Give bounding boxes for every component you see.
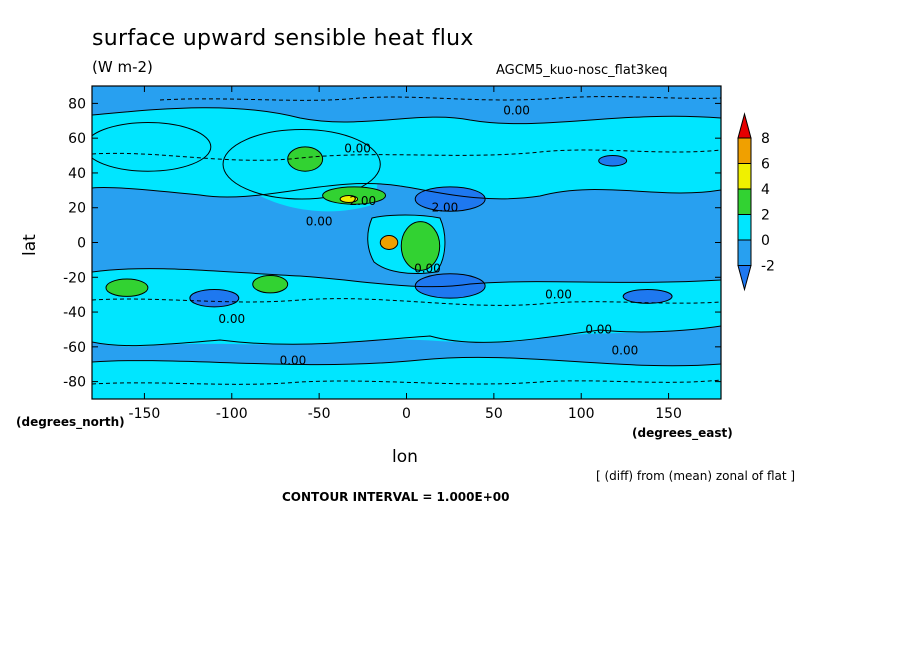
- y-tick-label-7: 60: [68, 131, 86, 147]
- x-tick-label-6: 150: [655, 406, 682, 422]
- colorbar-segment-4: [737, 137, 752, 164]
- y-tick-label-0: -80: [63, 375, 86, 391]
- y-tick-label-2: -40: [63, 305, 86, 321]
- region-13: [598, 155, 628, 167]
- contour-label-9: 0.00: [612, 343, 639, 357]
- region-11: [189, 288, 240, 308]
- x-tick-label-2: -50: [308, 406, 331, 422]
- region-0: [92, 122, 212, 172]
- region-4: [339, 195, 359, 204]
- colorbar-segment-0: [737, 239, 752, 266]
- x-tick-label-5: 100: [568, 406, 595, 422]
- axes: -150 -100 -50 0 50 100 150 -80 -60 -40 -20 0 20 40 60 8…: [63, 86, 721, 422]
- south-positive-band: [92, 268, 721, 347]
- contour-label-3: 2.00: [432, 201, 459, 215]
- contour-label-8: 0.00: [585, 322, 612, 336]
- difference-note: [ (diff) from (mean) zonal of flat ]: [596, 469, 796, 483]
- contour-label-7: 0.00: [218, 312, 245, 326]
- x-units-label: (degrees_east): [632, 426, 733, 440]
- contour-label-0: 0.00: [503, 103, 530, 117]
- x-tick-label-1: -100: [216, 406, 248, 422]
- colorbar-label-2: 2: [761, 208, 770, 224]
- colorbar-segment-1: [737, 214, 752, 241]
- colorbar-label-4: 6: [761, 157, 770, 173]
- y-tick-label-1: -60: [63, 340, 86, 356]
- chart-units: (W m-2): [92, 58, 153, 76]
- contour-label-10: 0.00: [280, 354, 307, 368]
- map-fill-layer: [92, 86, 721, 399]
- region-9: [105, 278, 149, 297]
- colorbar-segment-2: [737, 188, 752, 215]
- contour-label-1: 2.00: [349, 194, 376, 208]
- y-tick-label-4: 0: [77, 236, 86, 252]
- contour-label-6: 0.00: [545, 288, 572, 302]
- contour-lines: [92, 96, 721, 385]
- y-tick-label-5: 20: [68, 201, 86, 217]
- colorbar-label-0: -2: [761, 259, 775, 275]
- region-3: [322, 186, 387, 205]
- colorbar-label-1: 0: [761, 233, 770, 249]
- colorbar-segment-3: [737, 163, 752, 190]
- colorbar-label-3: 4: [761, 182, 770, 198]
- colorbar: -2 0 2 4 6 8: [737, 112, 775, 292]
- colorbar-top-arrow: [737, 112, 752, 139]
- contour-label-4: 0.00: [344, 142, 371, 156]
- region-7: [414, 186, 486, 212]
- y-units-label: (degrees_north): [16, 415, 125, 429]
- contour-interval: CONTOUR INTERVAL = 1.000E+00: [282, 490, 510, 504]
- colorbar-bottom-arrow: [737, 265, 752, 292]
- region-6: [379, 235, 399, 250]
- contour-labels: 0.002.000.002.000.000.000.000.000.000.00…: [218, 103, 638, 367]
- contour-label-2: 0.00: [306, 215, 333, 229]
- chart-title: surface upward sensible heat flux: [92, 26, 474, 51]
- region-2: [287, 146, 324, 172]
- region-10: [252, 275, 289, 294]
- colorbar-label-5: 8: [761, 131, 770, 147]
- y-tick-label-6: 40: [68, 166, 86, 182]
- x-tick-label-3: 0: [402, 406, 411, 422]
- south-polar-band: [92, 357, 721, 399]
- contour-label-5: 0.00: [414, 262, 441, 276]
- x-tick-label-0: -150: [129, 406, 161, 422]
- region-12: [622, 288, 673, 304]
- x-tick-label-4: 50: [485, 406, 503, 422]
- dataset-label: AGCM5_kuo-nosc_flat3keq: [496, 63, 668, 78]
- y-tick-label-8: 80: [68, 96, 86, 112]
- region-5: [400, 221, 441, 271]
- x-axis-label: lon: [392, 447, 418, 467]
- y-tick-label-3: -20: [63, 270, 86, 286]
